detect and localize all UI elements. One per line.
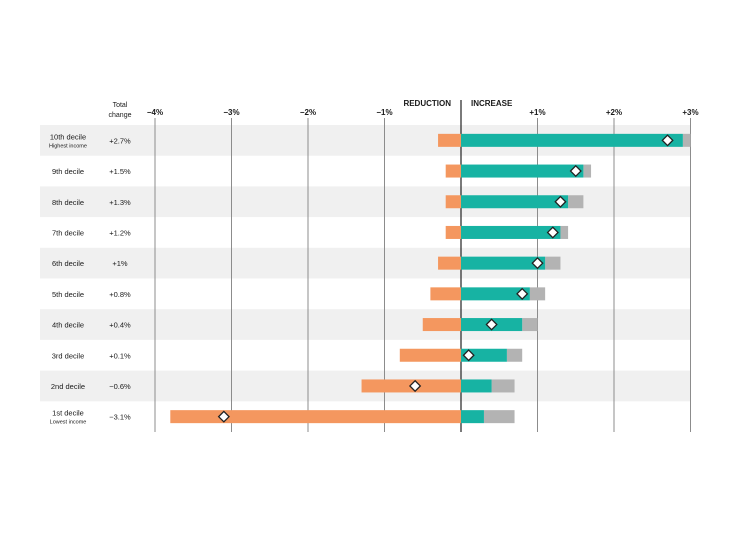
decile-label: 4th decile	[52, 321, 84, 330]
reduction-bar	[170, 410, 462, 424]
decile-sublabel: Highest income	[49, 143, 87, 149]
net-change-marker	[408, 379, 422, 393]
total-change-label: +1.5%	[109, 167, 131, 176]
decile-sublabel: Lowest income	[50, 420, 87, 426]
reduction-bar	[445, 164, 461, 178]
decile-label: 3rd decile	[52, 351, 85, 360]
increase-extra-bar	[568, 195, 584, 209]
net-change-marker	[485, 318, 498, 331]
increase-extra-bar	[529, 287, 546, 301]
increase-bar	[461, 287, 530, 301]
decile-label: 2nd decile	[51, 382, 85, 391]
net-change-marker	[554, 195, 567, 208]
x-tick-label: −3%	[223, 108, 239, 117]
total-change-header-line1: Total	[113, 102, 128, 109]
increase-bar	[461, 348, 507, 362]
decile-label: 7th decile	[52, 228, 84, 237]
increase-extra-bar	[583, 164, 592, 178]
total-change-label: −3.1%	[109, 413, 131, 422]
reduction-bar	[438, 133, 461, 147]
x-tick-label: +2%	[606, 108, 622, 117]
reduction-bar	[399, 348, 461, 362]
total-change-label: −0.6%	[109, 382, 131, 391]
increase-extra-bar	[545, 256, 561, 270]
row-band	[40, 309, 690, 340]
reduction-bar	[430, 287, 461, 301]
reduction-bar	[445, 225, 461, 239]
row-labels: 10th decile Highest income +2.7% 9th decile…	[49, 132, 131, 425]
decile-label: 5th decile	[52, 290, 84, 299]
increase-bar	[461, 256, 546, 270]
increase-extra-bar	[560, 225, 569, 239]
x-tick-label: +3%	[682, 108, 698, 117]
decile-label: 6th decile	[52, 259, 84, 268]
decile-label: 1st decile	[52, 409, 84, 418]
decile-label: 10th decile	[50, 132, 86, 141]
row-bands	[40, 125, 690, 402]
total-change-label: +2.7%	[109, 136, 131, 145]
net-change-marker	[462, 349, 475, 362]
increase-extra-bar	[491, 379, 515, 393]
total-change-label: +0.1%	[109, 351, 131, 360]
increase-bar	[461, 133, 683, 147]
reduction-label: REDUCTION	[403, 99, 451, 108]
increase-extra-bar	[506, 348, 523, 362]
chart-header: Total change REDUCTION INCREASE	[109, 99, 513, 119]
decile-label: 9th decile	[52, 167, 84, 176]
row-band	[40, 186, 690, 218]
total-change-header-line2: change	[109, 112, 132, 119]
net-change-marker	[516, 287, 529, 300]
total-change-label: +1.2%	[109, 228, 131, 237]
decile-label: 8th decile	[52, 198, 84, 207]
increase-bar	[461, 164, 584, 178]
increase-bar	[461, 410, 484, 424]
total-change-label: +1.3%	[109, 198, 131, 207]
net-change-markers	[217, 134, 674, 423]
net-change-marker	[546, 226, 559, 239]
reduction-bar	[445, 195, 461, 209]
increase-extra-bar	[682, 133, 691, 147]
total-change-label: +0.8%	[109, 290, 131, 299]
increase-bar	[461, 225, 561, 239]
x-tick-labels: −4% −3% −2% −1% +1% +2% +3%	[147, 108, 699, 117]
increase-extra-bar	[522, 318, 538, 332]
row-band	[40, 247, 690, 279]
net-change-marker	[661, 134, 674, 147]
x-tick-label: −4%	[147, 108, 163, 117]
net-change-marker	[531, 257, 544, 270]
x-tick-label: −1%	[376, 108, 392, 117]
x-tick-label: +1%	[529, 108, 545, 117]
total-change-label: +1%	[112, 259, 128, 268]
net-change-marker	[569, 164, 582, 178]
reduction-bar	[438, 256, 461, 270]
increase-bar	[461, 379, 492, 393]
total-change-label: +0.4%	[109, 321, 131, 330]
increase-label: INCREASE	[471, 99, 513, 108]
x-tick-label: −2%	[300, 108, 316, 117]
reduction-bar	[422, 318, 461, 332]
increase-bar	[461, 195, 569, 209]
bars	[170, 133, 691, 424]
net-change-marker	[217, 410, 230, 423]
increase-extra-bar	[483, 410, 515, 424]
